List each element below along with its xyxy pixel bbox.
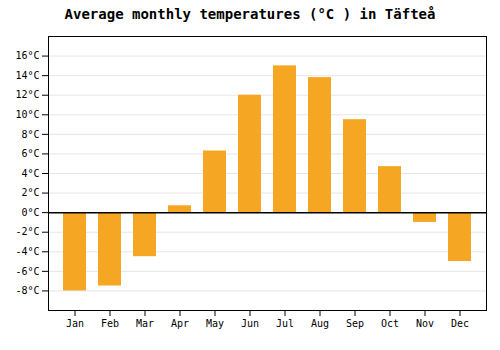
svg-text:Nov: Nov [416, 318, 434, 329]
svg-text:12°C: 12°C [15, 89, 39, 100]
svg-text:8°C: 8°C [21, 129, 39, 140]
svg-text:May: May [206, 318, 224, 329]
svg-text:10°C: 10°C [15, 109, 39, 120]
svg-text:Apr: Apr [171, 318, 189, 329]
svg-text:Oct: Oct [381, 318, 399, 329]
svg-text:Sep: Sep [346, 318, 364, 329]
svg-text:-8°C: -8°C [15, 285, 39, 296]
svg-text:Jul: Jul [276, 318, 294, 329]
svg-text:14°C: 14°C [15, 70, 39, 81]
svg-text:2°C: 2°C [21, 187, 39, 198]
svg-text:6°C: 6°C [21, 148, 39, 159]
svg-text:Jun: Jun [241, 318, 259, 329]
svg-text:Feb: Feb [101, 318, 119, 329]
svg-text:Aug: Aug [311, 318, 329, 329]
svg-text:Mar: Mar [136, 318, 154, 329]
svg-text:-6°C: -6°C [15, 266, 39, 277]
svg-text:16°C: 16°C [15, 50, 39, 61]
svg-text:-2°C: -2°C [15, 226, 39, 237]
html-text:Average monthly temperatures (: Average monthly temperatures (°C ) in Tä… [64, 6, 436, 22]
svg-text:0°C: 0°C [21, 207, 39, 218]
svg-text:Dec: Dec [451, 318, 469, 329]
svg-text:-4°C: -4°C [15, 246, 39, 257]
svg-text:4°C: 4°C [21, 168, 39, 179]
svg-text:Jan: Jan [66, 318, 84, 329]
